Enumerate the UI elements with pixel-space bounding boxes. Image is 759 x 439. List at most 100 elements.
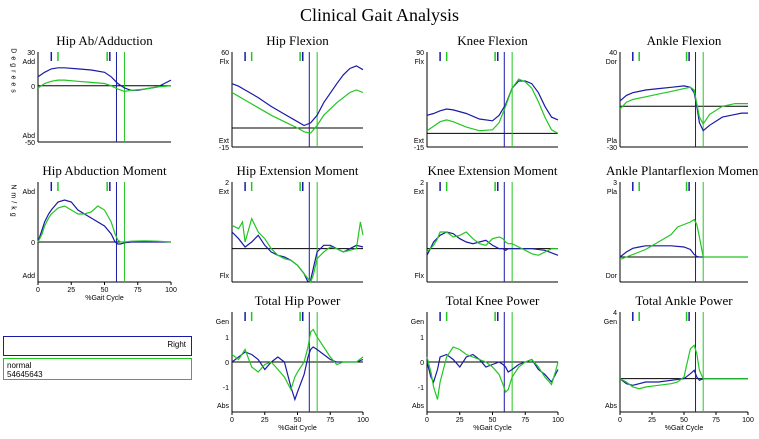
y-tick-label: -30 <box>607 145 617 152</box>
y-word-top: Gen <box>604 319 617 326</box>
series-right-line <box>619 85 748 132</box>
series-right-line <box>231 231 364 283</box>
x-tick-label: 75 <box>134 287 142 294</box>
y-word-bottom: Add <box>23 273 36 280</box>
y-word-top: Dor <box>606 59 618 66</box>
series-normal-line <box>231 217 364 284</box>
y-axis-label: Nm/kg <box>10 184 17 219</box>
y-tick-label: 0 <box>31 84 35 91</box>
chart-hip-extension-moment: Hip Extension Moment 2 Ext Flx <box>219 163 364 284</box>
y-word-bottom: Abd <box>23 133 36 140</box>
y-tick-label: 4 <box>613 310 617 317</box>
series-normal-line <box>426 78 559 134</box>
series-right-line <box>619 369 748 386</box>
series-normal-line <box>426 231 558 256</box>
y-tick-label: -1 <box>418 385 424 392</box>
y-word-bottom: Dor <box>606 273 618 280</box>
chart-title: Total Hip Power <box>255 293 341 308</box>
y-word-top: Add <box>23 59 36 66</box>
chart-title: Knee Flexion <box>457 33 528 48</box>
y-tick-label: 60 <box>221 50 229 57</box>
y-word-top: Pla <box>607 189 617 196</box>
legend-normal-id: 54645643 <box>7 370 43 379</box>
x-tick-label: 25 <box>67 287 75 294</box>
y-tick-label: 90 <box>416 50 424 57</box>
x-tick-label: 0 <box>36 287 40 294</box>
y-tick-label: 0 <box>31 240 35 247</box>
y-tick-label: 0 <box>420 360 424 367</box>
x-tick-label: 25 <box>456 417 464 424</box>
x-tick-label: 100 <box>357 417 369 424</box>
chart-title: Total Ankle Power <box>635 293 733 308</box>
x-tick-label: 50 <box>294 417 302 424</box>
series-normal-line <box>37 79 172 93</box>
series-right-line <box>37 67 172 91</box>
x-tick-label: 75 <box>326 417 334 424</box>
legend-normal-label: normal <box>7 361 32 370</box>
series-normal-line <box>619 218 748 261</box>
y-word-bottom: Ext <box>219 138 229 145</box>
y-word-bottom: Abs <box>412 403 425 410</box>
y-word-top: Gen <box>411 319 424 326</box>
y-tick-label: -15 <box>414 145 424 152</box>
chart-ankle-plantarflexion-moment: Ankle Plantarflexion Moment 3 Pla Dor <box>606 163 759 283</box>
page-title: Clinical Gait Analysis <box>300 5 459 25</box>
y-tick-label: 2 <box>420 180 424 187</box>
series-right-line <box>426 231 559 256</box>
legend-normal: normal 54645643 <box>3 358 192 380</box>
y-word-top: Gen <box>216 319 229 326</box>
y-word-bottom: Abs <box>605 403 618 410</box>
y-word-bottom: Flx <box>415 273 425 280</box>
chart-knee-extension-moment: Knee Extension Moment 2 Ext Flx <box>414 163 559 283</box>
chart-title: Hip Ab/Adduction <box>56 33 153 48</box>
chart-knee-flexion: Knee Flexion 90 -15 Flx Ext <box>414 33 559 152</box>
x-tick-label: 75 <box>712 417 720 424</box>
x-tick-label: 0 <box>230 417 234 424</box>
series-right-line <box>37 199 171 245</box>
chart-title: Total Knee Power <box>446 293 540 308</box>
chart-hip-abduction: Hip Ab/Adduction 30 0 -50 Add Abd Degrees <box>10 33 172 147</box>
y-word-top: Flx <box>415 59 425 66</box>
y-word-top: Ext <box>219 189 229 196</box>
y-tick-label: 2 <box>225 180 229 187</box>
series-normal-line <box>619 344 748 390</box>
x-tick-label: 50 <box>101 287 109 294</box>
y-tick-label: 1 <box>225 335 229 342</box>
x-tick-label: 50 <box>680 417 688 424</box>
y-axis-label: Degrees <box>10 48 17 95</box>
chart-title: Hip Abduction Moment <box>42 163 167 178</box>
series-normal-line <box>37 205 172 243</box>
series-right-line <box>231 65 364 127</box>
x-tick-label: 75 <box>521 417 529 424</box>
y-tick-label: 0 <box>225 360 229 367</box>
chart-hip-abduction-moment: Hip Abduction Moment 0 Abd Add Nm/kg 0 25 50 75 1… <box>10 163 177 302</box>
y-tick-label: 40 <box>609 50 617 57</box>
legend-right-label: Right <box>167 340 186 349</box>
x-tick-label: 100 <box>165 287 177 294</box>
y-word-bottom: Pla <box>607 138 617 145</box>
chart-ankle-flexion: Ankle Flexion 40 -30 Dor Pla <box>606 33 748 152</box>
x-tick-label: 50 <box>489 417 497 424</box>
y-word-bottom: Ext <box>414 138 424 145</box>
series-normal-line <box>619 86 748 126</box>
x-tick-label: 25 <box>648 417 656 424</box>
y-tick-label: -1 <box>223 385 229 392</box>
y-word-bottom: Flx <box>220 273 230 280</box>
y-word-bottom: Abs <box>217 403 230 410</box>
x-axis-label: %Gait Cycle <box>665 425 704 432</box>
series-normal-line <box>426 346 559 400</box>
x-axis-label: %Gait Cycle <box>473 425 512 432</box>
y-word-top: Ext <box>414 189 424 196</box>
y-tick-label: -50 <box>25 140 35 147</box>
x-tick-label: 100 <box>742 417 754 424</box>
y-word-top: Abd <box>23 189 36 196</box>
series-right-line <box>619 245 704 258</box>
series-normal-line <box>231 328 364 392</box>
x-axis-label: %Gait Cycle <box>85 295 124 302</box>
x-tick-label: 0 <box>618 417 622 424</box>
chart-title: Ankle Flexion <box>647 33 722 48</box>
